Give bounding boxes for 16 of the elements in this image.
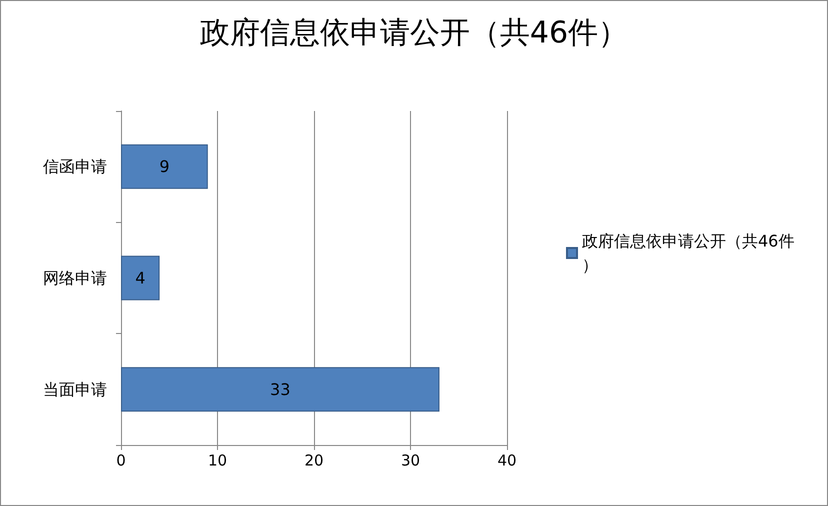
x-tick-label: 20: [304, 452, 324, 470]
y-tick-label: 信函申请: [43, 157, 107, 176]
x-tick-label: 40: [497, 452, 517, 470]
x-tick-label: 10: [208, 452, 228, 470]
data-label: 9: [159, 157, 170, 176]
x-tick-label: 0: [116, 452, 126, 470]
bar: [121, 367, 440, 412]
y-tick-label: 当面申请: [43, 380, 107, 399]
bar: [121, 256, 160, 300]
data-label: 4: [135, 268, 146, 288]
x-tick-label: 30: [400, 452, 420, 470]
chart-title: 政府信息依申请公开（共46件）: [200, 16, 628, 50]
data-label: 33: [270, 380, 290, 399]
bar: [121, 144, 208, 189]
y-tick-label: 网络申请: [43, 268, 107, 288]
legend-label: 政府信息依申请公开（共46件）: [582, 232, 794, 274]
